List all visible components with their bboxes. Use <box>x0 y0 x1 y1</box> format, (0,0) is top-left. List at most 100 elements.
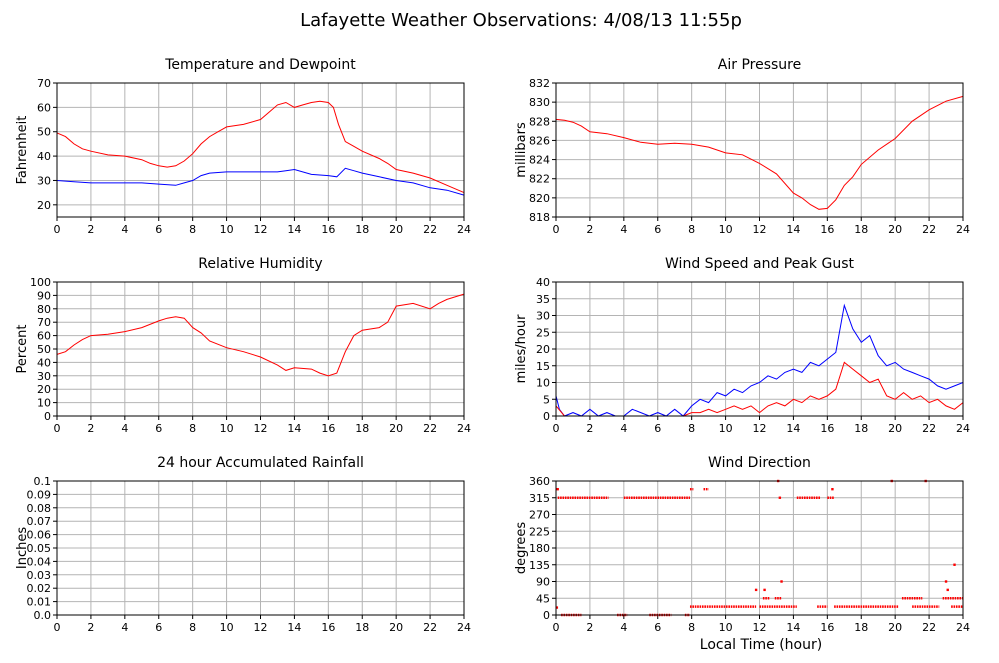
temperature-x-tick-label: 8 <box>189 223 196 236</box>
direction-y-tick-label: 45 <box>536 592 550 605</box>
rainfall-x-tick-label: 0 <box>54 621 61 634</box>
rainfall-title: 24 hour Accumulated Rainfall <box>157 455 364 471</box>
temperature-x-tick-label: 12 <box>254 223 268 236</box>
rainfall-x-tick-label: 18 <box>355 621 369 634</box>
temperature-series-line-1 <box>56 167 465 196</box>
temperature-x-tick-label: 20 <box>389 223 403 236</box>
direction-point <box>763 588 766 592</box>
wind-x-tick-label: 24 <box>956 422 970 435</box>
wind-y-tick-label: 35 <box>536 293 550 306</box>
rainfall-y-tick-label: 0.04 <box>27 555 52 568</box>
wind-y-tick-label: 40 <box>536 276 550 289</box>
rainfall-x-tick-label: 24 <box>457 621 471 634</box>
rainfall-y-tick-label: 0.09 <box>27 488 52 501</box>
humidity-x-tick-label: 22 <box>423 422 437 435</box>
direction-x-tick-label: 24 <box>956 621 970 634</box>
temperature-x-tick-label: 16 <box>321 223 335 236</box>
wind-y-tick-label: 10 <box>536 377 550 390</box>
direction-point <box>953 563 956 566</box>
humidity-y-tick-label: 0 <box>44 410 51 423</box>
humidity-x-tick-label: 20 <box>389 422 403 435</box>
humidity-y-tick-label: 80 <box>37 303 51 316</box>
temperature-y-axis-label: Fahrenheit <box>15 116 30 185</box>
pressure-y-tick-label: 818 <box>529 211 550 224</box>
direction-x-tick-label: 0 <box>553 621 560 634</box>
pressure-x-tick-label: 4 <box>620 223 627 236</box>
wind-x-tick-label: 0 <box>553 422 560 435</box>
temperature-x-tick-label: 18 <box>355 223 369 236</box>
humidity-y-tick-label: 10 <box>37 397 51 410</box>
direction-x-tick-label: 18 <box>854 621 868 634</box>
pressure-x-tick-label: 12 <box>753 223 767 236</box>
direction-y-tick-label: 180 <box>529 542 550 555</box>
temperature-x-tick-label: 6 <box>155 223 162 236</box>
rainfall-y-tick-label: 0.05 <box>27 542 52 555</box>
direction-x-tick-label: 20 <box>888 621 902 634</box>
wind-x-tick-label: 12 <box>753 422 767 435</box>
temperature-y-tick-label: 20 <box>37 199 51 212</box>
direction-x-tick-label: 2 <box>586 621 593 634</box>
humidity-y-tick-label: 60 <box>37 330 51 343</box>
humidity-x-tick-label: 2 <box>87 422 94 435</box>
pressure-x-tick-label: 20 <box>888 223 902 236</box>
temperature-x-tick-label: 14 <box>287 223 301 236</box>
humidity-y-tick-label: 90 <box>37 289 51 302</box>
rainfall-y-tick-label: 0.03 <box>27 569 52 582</box>
wind-y-tick-label: 15 <box>536 360 550 373</box>
humidity-frame <box>56 281 465 417</box>
temperature-x-tick-label: 10 <box>220 223 234 236</box>
direction-y-tick-label: 90 <box>536 576 550 589</box>
direction-x-tick-label: 10 <box>719 621 733 634</box>
humidity-x-tick-label: 16 <box>321 422 335 435</box>
humidity-x-tick-label: 18 <box>355 422 369 435</box>
page-title: Lafayette Weather Observations: 4/08/13 … <box>300 10 742 31</box>
temperature-y-tick-label: 50 <box>37 126 51 139</box>
pressure-y-tick-label: 826 <box>529 134 550 147</box>
direction-point <box>831 487 834 491</box>
direction-x-tick-label: 6 <box>654 621 661 634</box>
direction-x-tick-label: 16 <box>820 621 834 634</box>
direction-x-tick-label: 14 <box>786 621 800 634</box>
humidity-x-tick-label: 10 <box>220 422 234 435</box>
direction-x-tick-label: 4 <box>620 621 627 634</box>
humidity-y-tick-label: 20 <box>37 383 51 396</box>
pressure-x-tick-label: 14 <box>786 223 800 236</box>
temperature-frame <box>56 82 465 218</box>
pressure-x-tick-label: 22 <box>922 223 936 236</box>
humidity-x-tick-label: 6 <box>155 422 162 435</box>
pressure-x-tick-label: 0 <box>553 223 560 236</box>
temperature-x-tick-label: 24 <box>457 223 471 236</box>
temperature-x-tick-label: 0 <box>54 223 61 236</box>
humidity-x-tick-label: 0 <box>54 422 61 435</box>
direction-title: Wind Direction <box>708 455 811 471</box>
rainfall-y-tick-label: 0.06 <box>27 529 52 542</box>
x-axis-title: Local Time (hour) <box>700 637 822 653</box>
temperature-y-tick-label: 30 <box>37 174 51 187</box>
rainfall-y-tick-label: 0.0 <box>34 609 52 622</box>
wind-y-axis-label: miles/hour <box>514 314 529 383</box>
temperature-title: Temperature and Dewpoint <box>164 57 356 73</box>
direction-point <box>944 580 948 583</box>
direction-y-tick-label: 135 <box>529 559 550 572</box>
rainfall-x-tick-label: 10 <box>220 621 234 634</box>
rainfall-x-tick-label: 20 <box>389 621 403 634</box>
temperature-y-tick-label: 60 <box>37 101 51 114</box>
pressure-x-tick-label: 24 <box>956 223 970 236</box>
rainfall-x-tick-label: 16 <box>321 621 335 634</box>
pressure-y-tick-label: 830 <box>529 96 550 109</box>
temperature-y-tick-label: 70 <box>37 77 51 90</box>
humidity-x-tick-label: 24 <box>457 422 471 435</box>
wind-y-tick-label: 20 <box>536 343 550 356</box>
rainfall-x-tick-label: 14 <box>287 621 301 634</box>
pressure-y-axis-label: millibars <box>514 122 529 178</box>
rainfall-y-axis-label: Inches <box>15 527 30 569</box>
rainfall-y-tick-label: 0.01 <box>27 596 52 609</box>
rainfall-x-tick-label: 22 <box>423 621 437 634</box>
direction-point <box>555 606 559 609</box>
humidity-x-tick-label: 12 <box>254 422 268 435</box>
temperature-series-line-0 <box>56 100 465 194</box>
direction-y-tick-label: 225 <box>529 525 550 538</box>
pressure-y-tick-label: 832 <box>529 77 550 90</box>
